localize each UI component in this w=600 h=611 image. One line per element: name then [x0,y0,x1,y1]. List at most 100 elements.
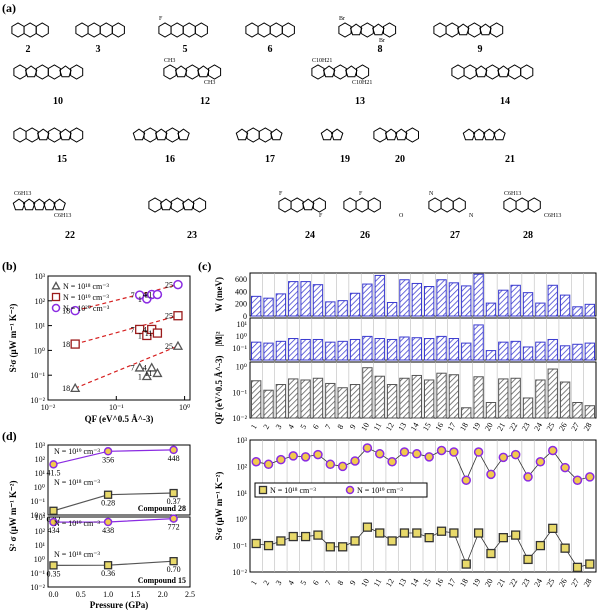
molecule-number: 28 [523,230,533,241]
molecule-number: 12 [200,96,210,107]
molecule-number: 19 [340,154,350,165]
data-point [49,506,58,515]
data-point [141,370,152,381]
molecule-5 [158,22,208,38]
molecule-19 [320,128,344,141]
point-label: 25 [165,281,173,290]
molecule-number: 5 [183,44,188,55]
bar [473,273,484,317]
bar [584,303,596,317]
molecule-24 [278,197,326,213]
substituent-label: Br [339,16,345,22]
y-axis-label: S² σ (μW m⁻¹ K⁻²) [8,481,18,552]
molecule-number: 26 [360,230,370,241]
point-label: 1 [138,372,142,381]
bar [374,274,385,317]
molecule-10 [13,64,84,80]
data-point [169,514,178,523]
molecule-number: 13 [355,96,365,107]
x-tick-label: 16 [433,421,445,432]
data-point [51,281,61,290]
bar [498,341,509,361]
compound-title: Compound 15 [138,576,186,585]
y-tick-label: 10⁻¹ [30,371,45,380]
bar [535,379,546,419]
y-tick-label: 10⁻¹ [30,497,45,506]
data-point [313,530,323,540]
y-tick-label: 10⁻¹ [232,542,247,551]
data-point [258,485,268,495]
point-label: 1 [138,331,142,340]
x-tick-label: 28 [582,421,594,432]
data-point [461,559,471,569]
bar [461,285,472,317]
point-label: 25 [165,342,173,351]
bar [263,342,274,361]
substituent-label: F [359,191,363,197]
bar [411,282,422,317]
data-point [572,562,583,573]
point-label: 41.5 [46,468,60,477]
data-point [169,557,178,566]
x-tick-label: 5 [299,579,309,587]
data-point [387,536,397,546]
molecule-number: 14 [500,96,510,107]
molecule-9 [433,22,504,38]
x-tick-label: 12 [384,421,396,432]
data-point [152,367,163,378]
y-axis-label: S²σ (μW m⁻¹ K⁻²) [214,472,224,541]
point-label: 0.28 [101,499,115,508]
x-tick-label: 10 [359,577,371,588]
molecule-number: 20 [395,154,405,165]
data-point [51,292,61,302]
x-tick-label: 10⁰ [179,403,190,412]
molecule-number: 22 [65,230,75,241]
x-tick-label: 20 [483,577,495,588]
data-point [424,533,434,543]
y-axis-label: QF (eV^0.5 Å^-3) [214,356,224,425]
point-label: 356 [102,455,114,464]
series-label: N = 10¹⁹ cm⁻³ [54,447,100,456]
bar [337,300,348,317]
x-tick-label: 24 [532,577,544,588]
x-tick-label: 3 [274,579,284,587]
x-tick-label: 10 [359,421,371,432]
y-tick-label: 10³ [35,441,46,450]
data-point [51,303,61,313]
bar [559,381,571,419]
y-tick-label: 10² [35,455,46,464]
x-tick-label: 9 [348,423,358,431]
bar [522,346,534,361]
substituent-label: C6H13 [54,213,71,219]
data-point [169,445,178,455]
bar [337,340,348,361]
bar [312,377,324,419]
bar [424,286,435,317]
point-label: 11 [145,329,153,338]
bar [559,345,571,361]
bar [485,402,497,419]
bar [498,378,509,419]
data-point [300,531,311,542]
point-label: 0.36 [101,569,115,578]
bar [535,302,546,317]
data-point [387,457,397,467]
substituent-label: C6H13 [504,191,521,197]
series-line [256,526,590,568]
data-point [510,449,521,460]
data-point [103,517,113,527]
data-point [345,485,355,495]
x-tick-label: 26 [557,577,569,588]
data-point [436,445,447,456]
series-label: N = 10¹⁹ cm⁻³ [54,519,100,528]
data-point [572,475,583,485]
data-point [49,561,58,570]
data-point [449,528,459,538]
point-label: 18 [62,340,70,349]
y-tick-label: 200 [235,300,247,309]
molecule-23 [148,197,207,213]
bar [584,342,596,361]
molecule-22 [12,198,66,211]
data-point [375,449,385,459]
